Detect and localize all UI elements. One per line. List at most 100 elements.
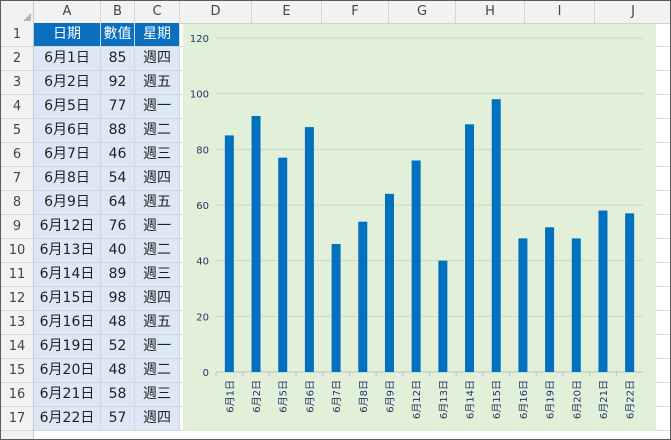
row-header-5[interactable]: 5: [1, 119, 33, 143]
bar-6月19日[interactable]: [545, 227, 555, 372]
date-cell[interactable]: 6月6日: [34, 119, 101, 143]
value-cell[interactable]: 46: [101, 143, 135, 167]
date-cell[interactable]: 6月12日: [34, 215, 101, 239]
value-cell[interactable]: 85: [101, 47, 135, 71]
row-header-13[interactable]: 13: [1, 311, 33, 335]
weekday-cell[interactable]: 週一: [135, 95, 180, 119]
date-cell[interactable]: 6月15日: [34, 287, 101, 311]
weekday-cell[interactable]: 週一: [135, 335, 180, 359]
row-header-14[interactable]: 14: [1, 335, 33, 359]
bar-6月8日[interactable]: [358, 221, 368, 372]
weekday-cell[interactable]: 週四: [135, 407, 180, 431]
bar-6月22日[interactable]: [625, 213, 635, 372]
date-cell[interactable]: 6月1日: [34, 47, 101, 71]
weekday-cell[interactable]: 週四: [135, 167, 180, 191]
value-cell[interactable]: 52: [101, 335, 135, 359]
date-cell[interactable]: 6月20日: [34, 359, 101, 383]
value-cell[interactable]: 40: [101, 239, 135, 263]
weekday-cell[interactable]: 週四: [135, 287, 180, 311]
row-header-17[interactable]: 17: [1, 407, 33, 431]
bar-6月6日[interactable]: [304, 127, 314, 372]
bar-6月20日[interactable]: [571, 238, 581, 372]
row-header-9[interactable]: 9: [1, 215, 33, 239]
column-header-d[interactable]: D: [180, 1, 252, 23]
value-cell[interactable]: 92: [101, 71, 135, 95]
value-cell[interactable]: 76: [101, 215, 135, 239]
value-cell[interactable]: 57: [101, 407, 135, 431]
column-header-i[interactable]: I: [525, 1, 595, 23]
date-cell[interactable]: 6月13日: [34, 239, 101, 263]
date-cell[interactable]: 6月9日: [34, 191, 101, 215]
weekday-cell[interactable]: 週五: [135, 191, 180, 215]
bar-chart[interactable]: 0 20 40 60 80 100 120 6月1日 6月2日 6月5日 6月6日 6月7日 6月8日 6…: [183, 24, 656, 431]
column-header-b[interactable]: B: [101, 1, 135, 23]
date-cell[interactable]: 6月14日: [34, 263, 101, 287]
row-header-4[interactable]: 4: [1, 95, 33, 119]
bar-6月12日[interactable]: [411, 160, 421, 372]
row-header-10[interactable]: 10: [1, 239, 33, 263]
y-tick-label: 60: [196, 201, 209, 212]
weekday-cell[interactable]: 週三: [135, 383, 180, 407]
bar-6月15日[interactable]: [491, 99, 501, 372]
row-header-12[interactable]: 12: [1, 287, 33, 311]
row-header-6[interactable]: 6: [1, 143, 33, 167]
date-header[interactable]: 日期: [34, 23, 101, 47]
row-header-11[interactable]: 11: [1, 263, 33, 287]
row-header-15[interactable]: 15: [1, 359, 33, 383]
value-cell[interactable]: 48: [101, 359, 135, 383]
column-header-g[interactable]: G: [389, 1, 456, 23]
date-cell[interactable]: 6月7日: [34, 143, 101, 167]
row-header-bar: 1 2 3 4 5 6 7 8 9 10 11 12 13 14 15 16 17: [1, 23, 34, 439]
value-header[interactable]: 數值: [101, 23, 135, 47]
row-header-16[interactable]: 16: [1, 383, 33, 407]
weekday-cell[interactable]: 週二: [135, 119, 180, 143]
weekday-cell[interactable]: 週三: [135, 263, 180, 287]
value-cell[interactable]: 54: [101, 167, 135, 191]
date-cell[interactable]: 6月16日: [34, 311, 101, 335]
column-header-a[interactable]: A: [34, 1, 101, 23]
row-header-1[interactable]: 1: [1, 23, 33, 47]
date-cell[interactable]: 6月22日: [34, 407, 101, 431]
row-header-8[interactable]: 8: [1, 191, 33, 215]
bar-6月1日[interactable]: [224, 135, 234, 372]
value-cell[interactable]: 98: [101, 287, 135, 311]
bar-6月16日[interactable]: [518, 238, 528, 372]
column-header-f[interactable]: F: [322, 1, 389, 23]
date-cell[interactable]: 6月8日: [34, 167, 101, 191]
weekday-header[interactable]: 星期: [135, 23, 180, 47]
column-header-e[interactable]: E: [252, 1, 322, 23]
value-cell[interactable]: 77: [101, 95, 135, 119]
row-header-7[interactable]: 7: [1, 167, 33, 191]
weekday-cell[interactable]: 週二: [135, 359, 180, 383]
weekday-cell[interactable]: 週五: [135, 71, 180, 95]
row-header-3[interactable]: 3: [1, 71, 33, 95]
bar-6月5日[interactable]: [278, 157, 288, 372]
date-cell[interactable]: 6月2日: [34, 71, 101, 95]
date-cell[interactable]: 6月21日: [34, 383, 101, 407]
weekday-cell[interactable]: 週五: [135, 311, 180, 335]
bar-6月13日[interactable]: [438, 260, 448, 372]
value-cell[interactable]: 88: [101, 119, 135, 143]
date-cell[interactable]: 6月5日: [34, 95, 101, 119]
select-all-corner[interactable]: [1, 1, 34, 23]
bar-6月7日[interactable]: [331, 243, 341, 372]
x-tick-label: 6月7日: [331, 380, 343, 413]
bar-6月2日[interactable]: [251, 115, 261, 372]
bar-6月21日[interactable]: [598, 210, 608, 372]
weekday-cell[interactable]: 週二: [135, 239, 180, 263]
weekday-cell[interactable]: 週三: [135, 143, 180, 167]
cell-grid[interactable]: 日期 數值 星期 6月1日 85 週四 6月2日 92 週五 6月5日 77 週一 6月6日 88 週二 6月…: [34, 23, 670, 439]
bar-6月9日[interactable]: [384, 193, 394, 372]
value-cell[interactable]: 64: [101, 191, 135, 215]
value-cell[interactable]: 89: [101, 263, 135, 287]
weekday-cell[interactable]: 週四: [135, 47, 180, 71]
value-cell[interactable]: 58: [101, 383, 135, 407]
value-cell[interactable]: 48: [101, 311, 135, 335]
column-header-j[interactable]: J: [595, 1, 670, 23]
bar-6月14日[interactable]: [465, 124, 475, 373]
weekday-cell[interactable]: 週一: [135, 215, 180, 239]
column-header-c[interactable]: C: [135, 1, 180, 23]
row-header-2[interactable]: 2: [1, 47, 33, 71]
column-header-h[interactable]: H: [456, 1, 525, 23]
date-cell[interactable]: 6月19日: [34, 335, 101, 359]
